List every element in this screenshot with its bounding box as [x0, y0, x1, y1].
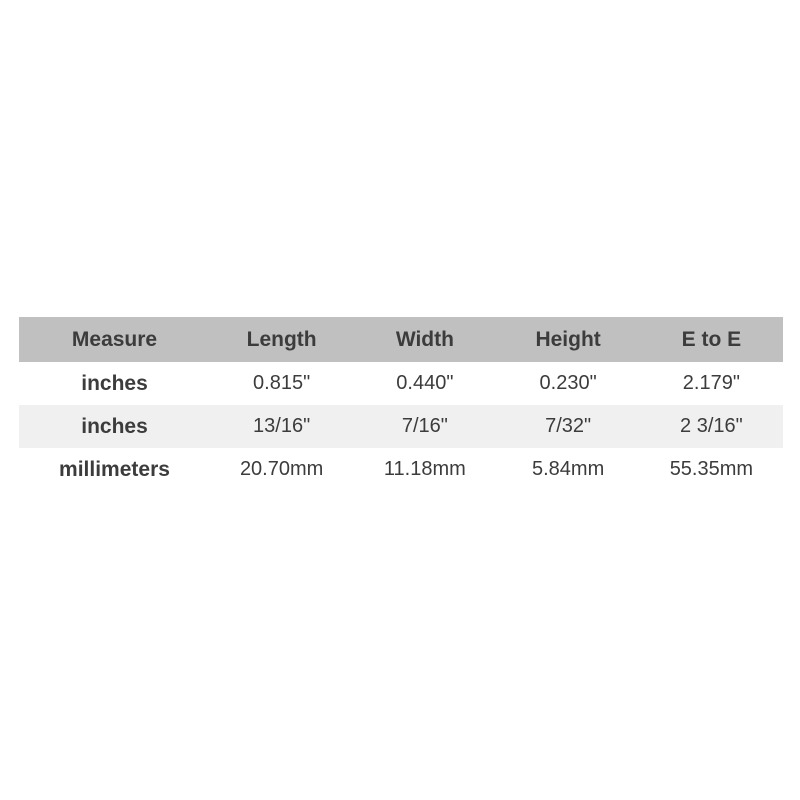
value-cell-length: 13/16" — [210, 405, 354, 448]
value-cell-e-to-e: 2.179" — [639, 362, 783, 405]
measure-cell: millimeters — [19, 448, 210, 491]
table-row-inches-decimal: inches 0.815" 0.440" 0.230" 2.179" — [19, 362, 783, 405]
value-cell-width: 11.18mm — [353, 448, 497, 491]
column-header-e-to-e: E to E — [639, 317, 783, 362]
value-cell-width: 7/16" — [353, 405, 497, 448]
value-cell-width: 0.440" — [353, 362, 497, 405]
value-cell-height: 0.230" — [496, 362, 640, 405]
column-header-length: Length — [210, 317, 354, 362]
header-row: Measure Length Width Height E to E — [19, 317, 783, 362]
column-header-measure: Measure — [19, 317, 210, 362]
table-header: Measure Length Width Height E to E — [19, 317, 783, 362]
table-row-millimeters: millimeters 20.70mm 11.18mm 5.84mm 55.35… — [19, 448, 783, 491]
table-row-inches-fraction: inches 13/16" 7/16" 7/32" 2 3/16" — [19, 405, 783, 448]
value-cell-height: 5.84mm — [496, 448, 640, 491]
column-header-width: Width — [353, 317, 497, 362]
measure-cell: inches — [19, 405, 210, 448]
table-body: inches 0.815" 0.440" 0.230" 2.179" inche… — [19, 362, 783, 491]
value-cell-length: 20.70mm — [210, 448, 354, 491]
column-header-height: Height — [496, 317, 640, 362]
value-cell-height: 7/32" — [496, 405, 640, 448]
value-cell-e-to-e: 55.35mm — [639, 448, 783, 491]
value-cell-length: 0.815" — [210, 362, 354, 405]
measurement-spec-table: Measure Length Width Height E to E inche… — [19, 317, 783, 491]
measure-cell: inches — [19, 362, 210, 405]
value-cell-e-to-e: 2 3/16" — [639, 405, 783, 448]
